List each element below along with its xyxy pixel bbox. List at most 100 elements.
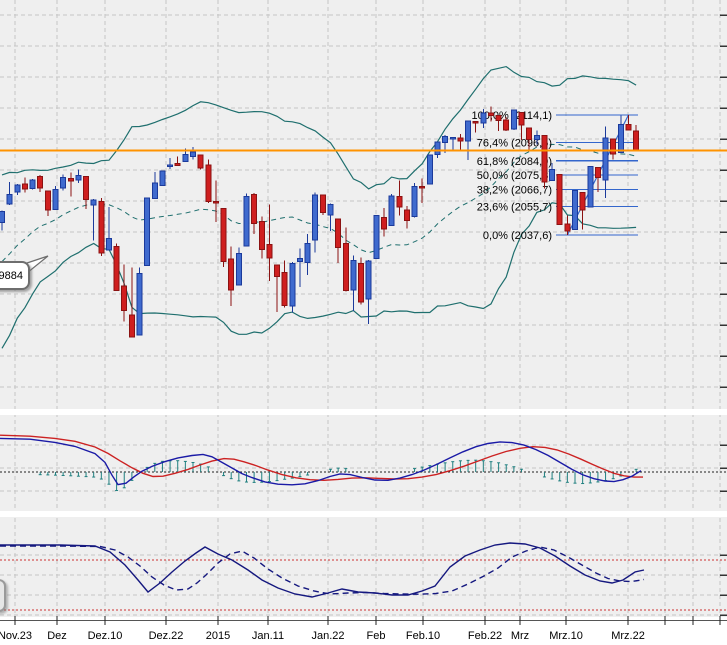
candle[interactable] [564, 223, 571, 232]
fib-level-label: 23,6% (2055,7) [477, 202, 552, 214]
candle[interactable] [52, 189, 59, 211]
candle[interactable] [594, 167, 601, 178]
candle[interactable] [541, 135, 548, 183]
x-axis[interactable]: Nov.23 Dez Dez.10 Dez.22 2015 Jan.11 Jan.22 Feb… [0, 616, 727, 642]
candle[interactable] [0, 210, 5, 224]
candle[interactable] [518, 111, 525, 126]
candle[interactable] [419, 185, 426, 189]
candle[interactable] [381, 216, 387, 230]
candle[interactable] [29, 179, 36, 189]
candle[interactable] [465, 120, 472, 142]
candle[interactable] [396, 195, 403, 208]
candle[interactable] [121, 285, 128, 311]
candle[interactable] [319, 194, 326, 214]
candle[interactable] [327, 203, 334, 216]
candle[interactable] [335, 218, 342, 249]
candle[interactable] [579, 192, 586, 211]
candle[interactable] [60, 176, 67, 189]
candle[interactable] [197, 154, 204, 169]
candles-layer[interactable] [0, 106, 640, 338]
candle[interactable] [556, 174, 563, 226]
candle[interactable] [151, 182, 158, 199]
right-axis-ticks [720, 14, 727, 616]
macd-panel[interactable] [0, 434, 727, 492]
candle[interactable] [235, 252, 242, 286]
candle[interactable] [449, 137, 456, 140]
candle[interactable] [83, 176, 90, 200]
price-callout[interactable]: 9884 [0, 261, 30, 290]
candle[interactable] [487, 112, 494, 116]
candle[interactable] [358, 263, 365, 303]
candle[interactable] [625, 124, 632, 131]
candle[interactable] [136, 273, 143, 336]
candle[interactable] [510, 109, 517, 130]
candle[interactable] [503, 119, 510, 131]
candle[interactable] [289, 263, 296, 307]
x-axis-label: Feb.22 [468, 630, 502, 642]
x-axis-label: Nov.23 [0, 630, 32, 642]
candle[interactable] [365, 260, 372, 300]
candle[interactable] [457, 137, 464, 142]
candle[interactable] [442, 136, 449, 144]
candle[interactable] [167, 164, 174, 168]
candle[interactable] [266, 243, 273, 259]
candle[interactable] [526, 127, 533, 140]
candle[interactable] [434, 141, 441, 156]
candle[interactable] [21, 183, 28, 190]
x-axis-label: 2015 [206, 630, 230, 642]
candle[interactable] [312, 194, 319, 241]
fib-level-label: 38,2% (2066,7) [477, 184, 552, 196]
x-axis-label: Mrz.10 [549, 630, 583, 642]
candle[interactable] [228, 258, 235, 291]
candle[interactable] [572, 190, 578, 231]
candle[interactable] [587, 166, 594, 208]
candle[interactable] [220, 208, 227, 263]
candle[interactable] [480, 112, 487, 124]
candle[interactable] [98, 201, 105, 254]
candle[interactable] [495, 114, 502, 121]
candle[interactable] [426, 154, 433, 185]
candle[interactable] [350, 260, 357, 291]
candle[interactable] [44, 190, 51, 211]
candle[interactable] [304, 243, 311, 263]
candle[interactable] [144, 197, 151, 267]
candle[interactable] [190, 151, 196, 158]
candle[interactable] [105, 238, 112, 251]
candle[interactable] [274, 264, 281, 277]
candle[interactable] [281, 271, 288, 306]
candle[interactable] [388, 195, 395, 227]
candle[interactable] [182, 154, 189, 163]
panel-separators [0, 409, 727, 645]
candle[interactable] [533, 135, 540, 140]
candle[interactable] [602, 137, 609, 181]
candle[interactable] [75, 175, 82, 181]
candle[interactable] [212, 201, 219, 204]
candle[interactable] [159, 170, 166, 186]
candle[interactable] [633, 130, 640, 151]
candle[interactable] [258, 221, 265, 251]
candle[interactable] [411, 185, 418, 217]
candle[interactable] [549, 168, 556, 182]
candle[interactable] [373, 215, 380, 259]
candle[interactable] [174, 162, 181, 167]
candle[interactable] [90, 199, 97, 206]
candle[interactable] [205, 164, 212, 203]
candle[interactable] [6, 193, 13, 205]
candle[interactable] [403, 209, 410, 222]
candle[interactable] [296, 258, 303, 262]
candle[interactable] [472, 121, 479, 124]
candle[interactable] [14, 184, 21, 193]
indicator-callout-fragment[interactable] [0, 579, 6, 612]
candle[interactable] [37, 176, 44, 189]
candle[interactable] [342, 242, 349, 292]
candle[interactable] [128, 314, 135, 338]
candle[interactable] [610, 138, 617, 155]
candle[interactable] [243, 196, 250, 247]
candle[interactable] [617, 123, 624, 153]
fib-level-label: 61,8% (2084,9) [477, 156, 552, 168]
candle[interactable] [251, 193, 258, 225]
candle[interactable] [67, 178, 74, 182]
candle[interactable] [113, 245, 120, 291]
stochastic-panel[interactable] [0, 542, 727, 611]
